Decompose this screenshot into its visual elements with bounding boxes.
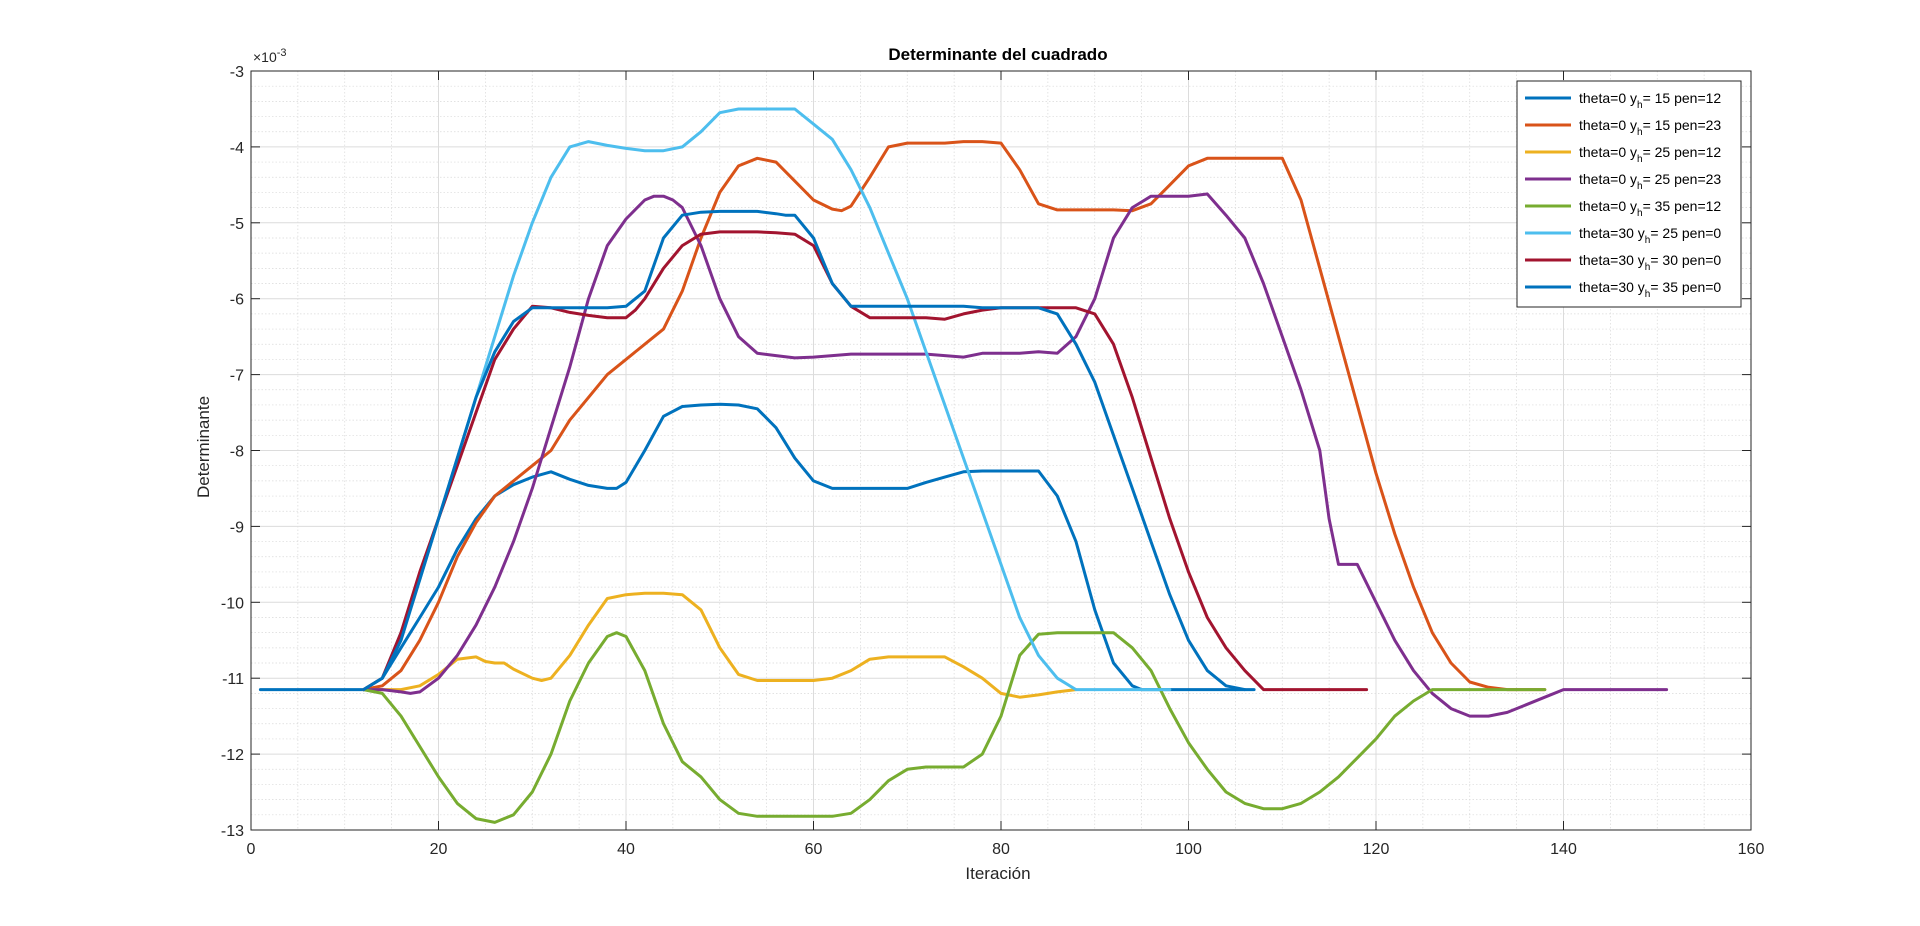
legend-entry-rest: = 25 pen=23 [1643, 171, 1722, 187]
axis-ticks [250, 70, 1752, 831]
y-tick-labels: -3 -4 -5 -6 -7 -8 -9 -10 -11 -12 -13 [221, 64, 244, 840]
y-tick-label: -5 [230, 216, 244, 233]
y-tick-label: -10 [221, 595, 244, 612]
legend-entry-main: theta=0 y [1579, 90, 1637, 106]
x-tick-labels: 0 20 40 60 80 100 120 140 160 [247, 841, 1765, 858]
legend-entry: theta=0 yh= 15 pen=12 [1579, 90, 1721, 111]
series-line-8 [362, 209, 1256, 692]
legend-entry-main: theta=30 y [1579, 252, 1645, 268]
y-tick-label: -6 [230, 292, 244, 309]
y-tick-label: -3 [230, 64, 244, 81]
series-layer [258, 107, 1669, 824]
exponent-power: -3 [277, 47, 287, 59]
legend-entry-subscript: h [1637, 208, 1643, 219]
y-tick-label: -4 [230, 140, 244, 157]
y-tick-label: -11 [222, 671, 244, 688]
exponent-base: ×10 [253, 49, 277, 65]
legend-entry: theta=30 yh= 30 pen=0 [1579, 252, 1721, 273]
legend-entry-subscript: h [1645, 235, 1651, 246]
legend-entry-rest: = 35 pen=0 [1650, 279, 1721, 295]
legend-entry: theta=0 yh= 25 pen=12 [1579, 144, 1721, 165]
legend-entry-main: theta=0 y [1579, 171, 1637, 187]
legend-entry-subscript: h [1637, 181, 1643, 192]
y-tick-label: -7 [230, 368, 244, 385]
legend-entry-rest: = 15 pen=23 [1643, 117, 1722, 133]
legend-entry-rest: = 30 pen=0 [1650, 252, 1721, 268]
series-line-4 [362, 192, 1669, 718]
x-tick-label: 140 [1550, 841, 1577, 858]
legend-entry: theta=30 yh= 25 pen=0 [1579, 225, 1721, 246]
x-axis-label: Iteración [965, 864, 1030, 883]
series-line-2 [362, 140, 1547, 692]
legend-entry-subscript: h [1645, 289, 1651, 300]
legend-entry-subscript: h [1637, 127, 1643, 138]
legend-entry: theta=0 yh= 25 pen=23 [1579, 171, 1721, 192]
x-tick-label: 0 [247, 841, 256, 858]
legend-entry: theta=30 yh= 35 pen=0 [1579, 279, 1721, 300]
x-tick-label: 160 [1738, 841, 1765, 858]
series-line-3 [362, 591, 1078, 699]
legend-entry-subscript: h [1637, 154, 1643, 165]
legend-entry-subscript: h [1645, 262, 1651, 273]
chart-title: Determinante del cuadrado [888, 45, 1107, 64]
y-exponent-label: ×10-3 [253, 47, 287, 65]
series-line-6 [362, 107, 1172, 692]
legend-entry-rest: = 35 pen=12 [1643, 198, 1722, 214]
series-line-5 [362, 631, 1547, 824]
legend-entry-main: theta=0 y [1579, 117, 1637, 133]
legend-entry-subscript: h [1637, 100, 1643, 111]
legend-entry-main: theta=0 y [1579, 144, 1637, 160]
legend-entry-main: theta=30 y [1579, 279, 1645, 295]
x-tick-label: 120 [1363, 841, 1390, 858]
legend-entry-main: theta=30 y [1579, 225, 1645, 241]
x-tick-label: 80 [992, 841, 1010, 858]
legend-entry: theta=0 yh= 35 pen=12 [1579, 198, 1721, 219]
legend-entry-rest: = 25 pen=0 [1650, 225, 1721, 241]
y-axis-label: Determinante [194, 396, 213, 498]
x-tick-label: 20 [430, 841, 448, 858]
legend-entry: theta=0 yh= 15 pen=23 [1579, 117, 1721, 138]
y-tick-label: -13 [221, 823, 244, 840]
legend-entry-main: theta=0 y [1579, 198, 1637, 214]
legend-box [1516, 80, 1742, 308]
x-tick-label: 40 [617, 841, 635, 858]
x-tick-label: 100 [1175, 841, 1202, 858]
x-tick-label: 60 [805, 841, 823, 858]
y-tick-label: -8 [230, 444, 244, 461]
y-tick-label: -12 [221, 747, 244, 764]
legend-entry-rest: = 15 pen=12 [1643, 90, 1722, 106]
legend-entry-rest: = 25 pen=12 [1643, 144, 1722, 160]
y-tick-label: -9 [230, 519, 244, 536]
